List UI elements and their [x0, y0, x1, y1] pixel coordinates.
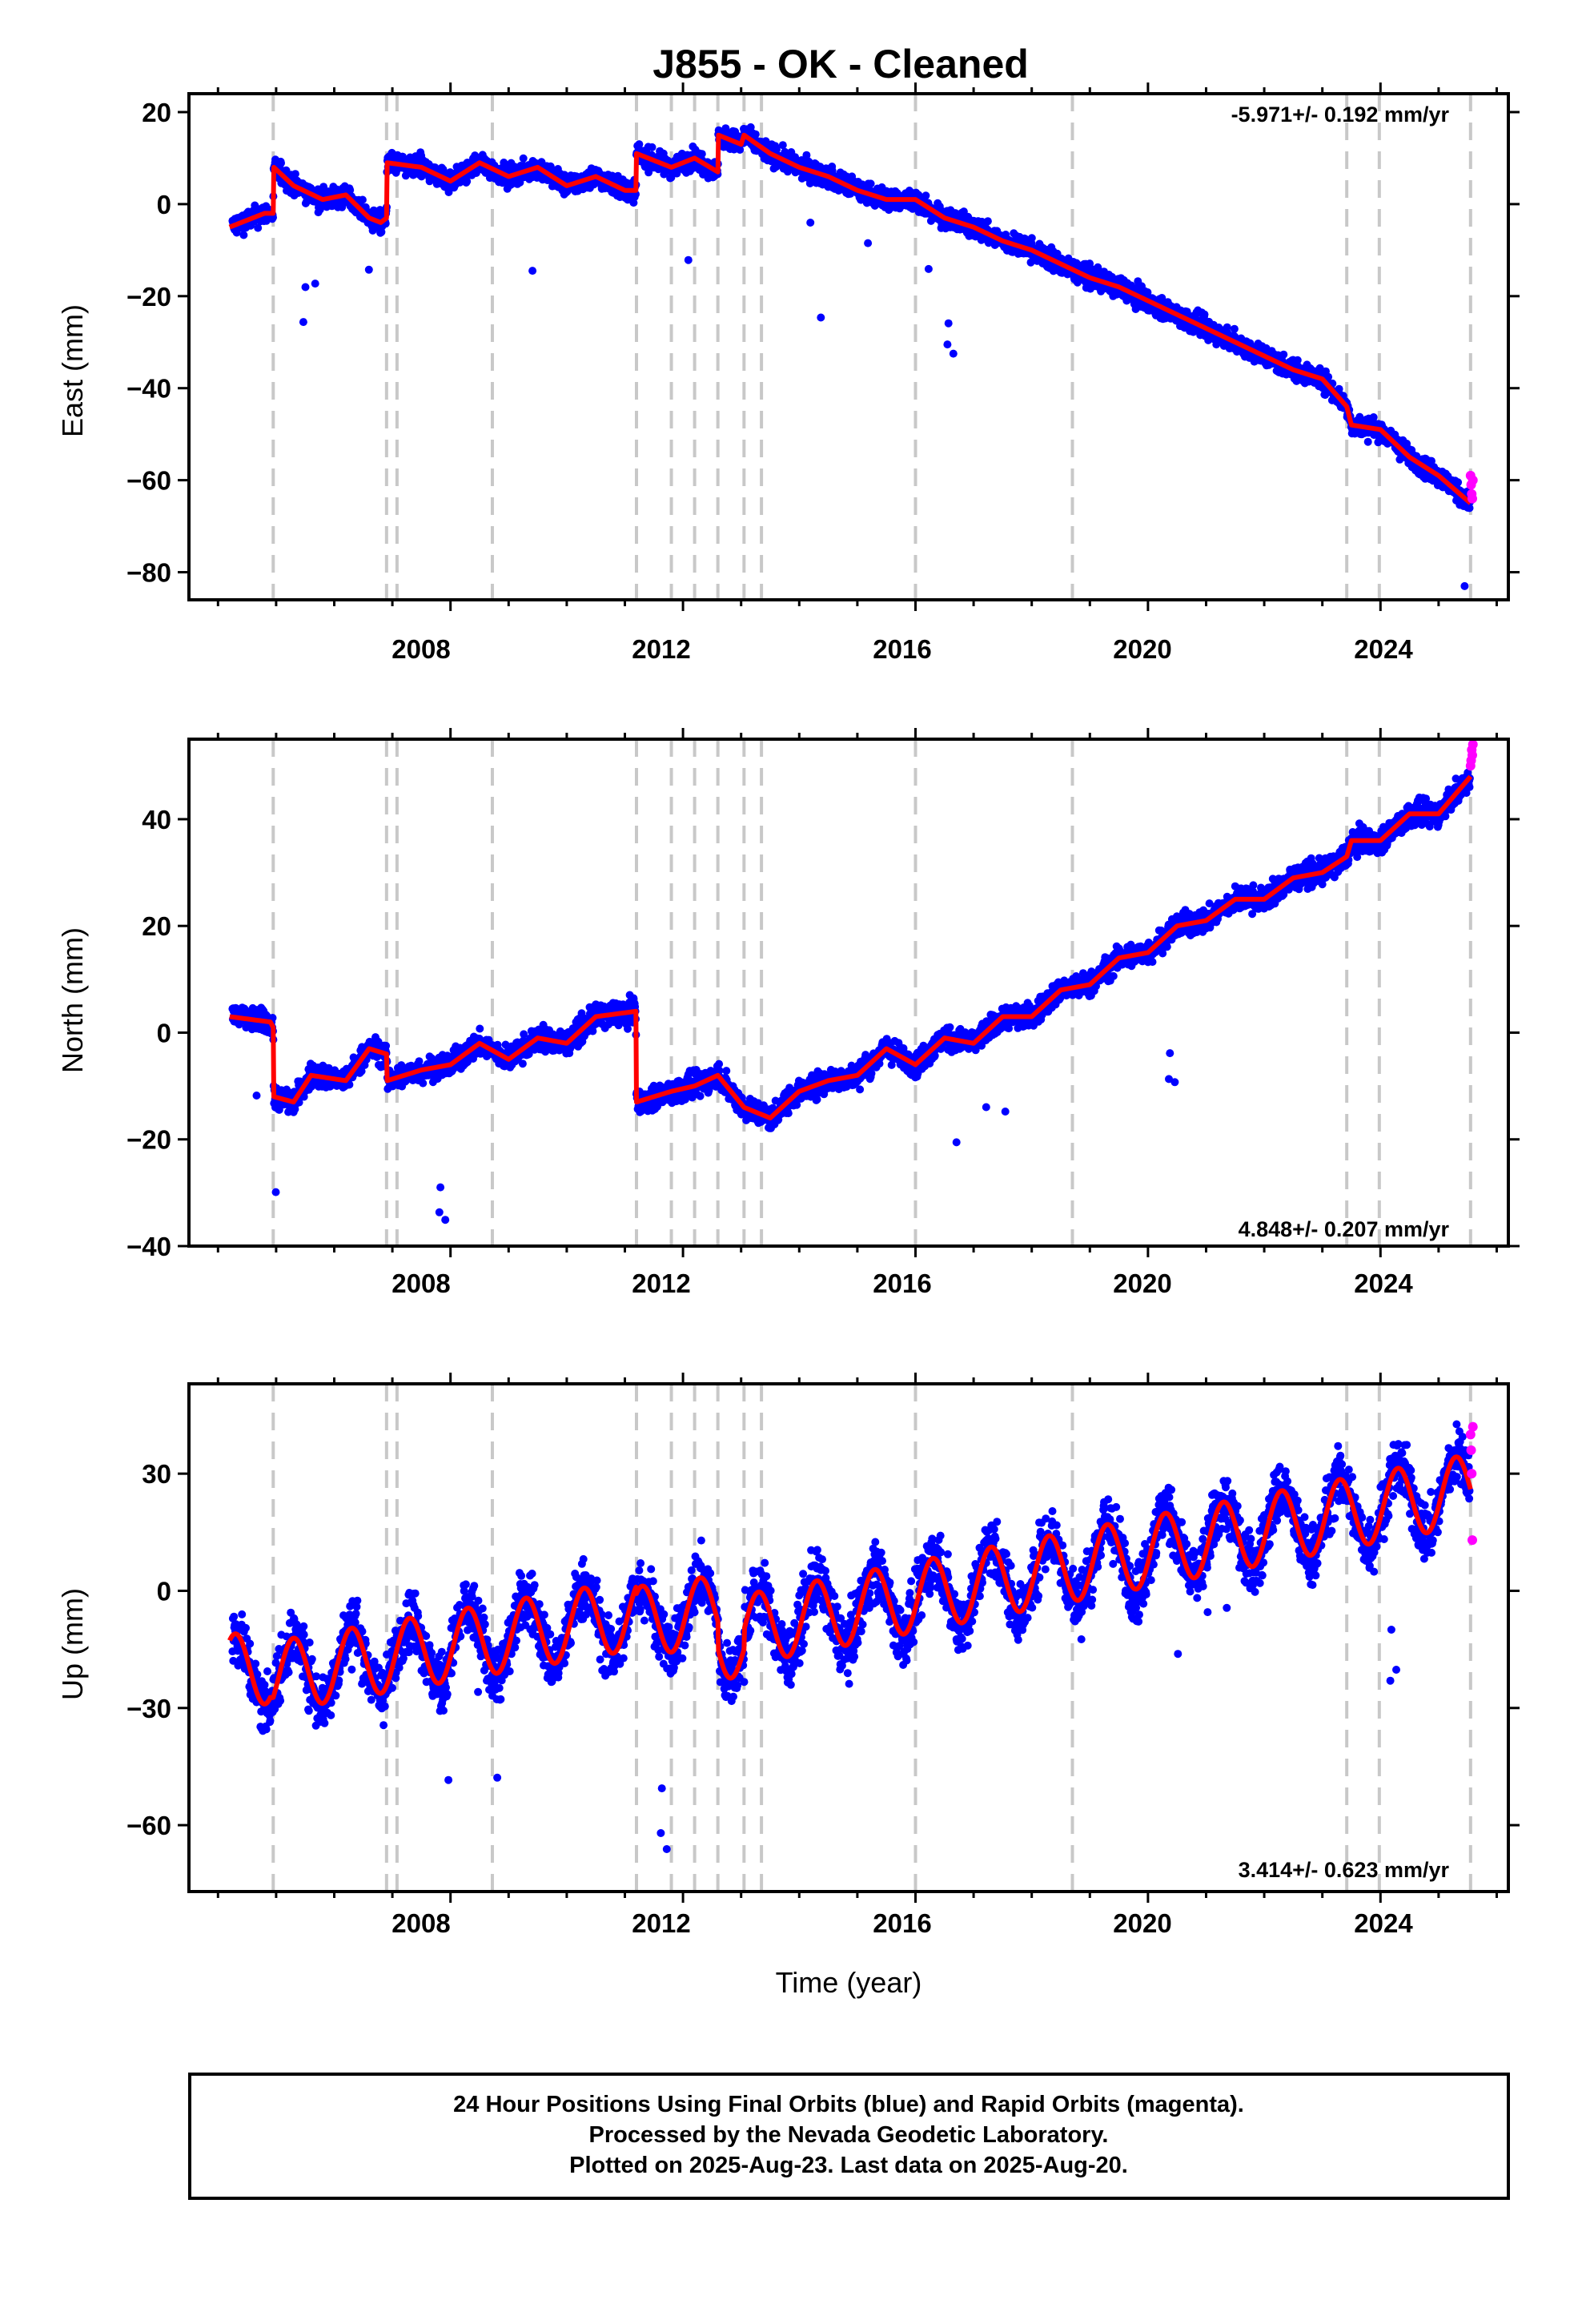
final-orbit-point: [271, 1188, 280, 1196]
final-orbit-point: [311, 279, 319, 288]
final-orbit-point: [441, 1216, 450, 1224]
final-orbit-point: [435, 1208, 444, 1216]
final-orbit-point: [291, 170, 299, 179]
y-tick-label: −80: [126, 558, 171, 588]
final-orbit-point: [299, 318, 307, 327]
north-panel: North (mm) 2008 2012 2016 2020 2024 4020…: [56, 728, 1520, 1298]
final-orbit-point: [608, 171, 616, 180]
final-orbit-point: [921, 191, 930, 200]
final-orbit-point: [1279, 350, 1288, 359]
final-orbit-point: [773, 145, 781, 154]
north-x-tick-label: 2016: [873, 1269, 931, 1298]
y-tick-label: 0: [157, 190, 171, 219]
final-orbit-point: [751, 130, 760, 139]
final-orbit-point: [697, 150, 706, 159]
final-orbit-point: [864, 239, 873, 247]
figure-title: J855 - OK - Cleaned: [652, 42, 1029, 86]
final-orbit-point: [346, 186, 355, 195]
east-x-tick-label: 2020: [1113, 634, 1171, 664]
final-orbit-point: [232, 228, 241, 237]
rapid-orbit-point: [1468, 475, 1478, 485]
final-orbit-point: [277, 159, 285, 167]
final-orbit-point: [252, 1092, 261, 1100]
final-orbit-point: [1454, 478, 1463, 487]
final-orbit-point: [254, 223, 263, 232]
final-orbit-point: [644, 168, 653, 177]
east-x-tick-label: 2012: [632, 634, 690, 664]
final-orbit-point: [358, 195, 367, 204]
east-x-tick-labels: 2008 2012 2016 2020 2024: [391, 634, 1413, 664]
final-orbit-point: [1363, 437, 1372, 446]
final-orbit-point: [806, 219, 815, 227]
final-orbit-point: [519, 154, 528, 163]
final-orbit-point: [684, 255, 693, 264]
final-orbit-point: [439, 165, 448, 174]
y-tick-label: −20: [126, 282, 171, 312]
final-orbit-point: [419, 1079, 428, 1088]
final-orbit-point: [239, 231, 248, 239]
rapid-orbit-point: [1467, 493, 1477, 504]
final-orbit-point: [301, 283, 310, 292]
north-y-axis-label: North (mm): [56, 927, 89, 1073]
plot-area: [227, 94, 1478, 600]
east-velocity-label: -5.971+/- 0.192 mm/yr: [1231, 103, 1450, 127]
final-orbit-point: [463, 177, 472, 186]
final-orbit-point: [1230, 324, 1239, 333]
final-orbit-point: [476, 1024, 484, 1033]
east-x-tick-label: 2008: [391, 634, 450, 664]
final-orbit-point: [817, 313, 825, 322]
final-orbit-point: [1369, 413, 1378, 421]
north-x-tick-label: 2008: [391, 1269, 450, 1298]
final-orbit-points: [228, 123, 1474, 590]
final-orbit-point: [924, 264, 933, 273]
final-orbit-point: [648, 143, 656, 151]
final-orbit-point: [943, 340, 952, 349]
final-orbit-point: [1027, 234, 1036, 243]
final-orbit-points: [228, 768, 1474, 1224]
final-orbit-point: [518, 1059, 527, 1068]
final-orbit-point: [1460, 581, 1469, 590]
east-panel: East (mm) 2008 2012 2016 2020 2024 20 0 −2…: [56, 82, 1520, 664]
final-orbit-point: [528, 267, 537, 275]
north-x-tick-label: 2012: [632, 1269, 690, 1298]
final-orbit-point: [364, 265, 373, 274]
final-orbit-point: [382, 1041, 391, 1050]
final-orbit-point: [983, 217, 992, 226]
y-tick-label: 20: [142, 98, 171, 127]
north-x-tick-label: 2020: [1113, 1269, 1171, 1298]
final-orbit-point: [736, 146, 745, 154]
east-x-tick-label: 2016: [873, 634, 931, 664]
final-orbit-point: [866, 179, 875, 188]
final-orbit-point: [436, 1183, 445, 1192]
y-tick-label: −40: [126, 374, 171, 404]
final-orbit-point: [1200, 310, 1209, 319]
final-orbit-point: [778, 141, 787, 150]
final-orbit-point: [949, 349, 958, 358]
north-x-tick-label: 2024: [1354, 1269, 1413, 1298]
final-orbit-point: [944, 319, 953, 328]
east-y-axis-label: East (mm): [56, 304, 89, 437]
plot-area: [227, 739, 1478, 1246]
north-x-tick-labels: 2008 2012 2016 2020 2024: [391, 1269, 1413, 1298]
y-tick-label: −60: [126, 466, 171, 496]
east-x-tick-label: 2024: [1354, 634, 1413, 664]
